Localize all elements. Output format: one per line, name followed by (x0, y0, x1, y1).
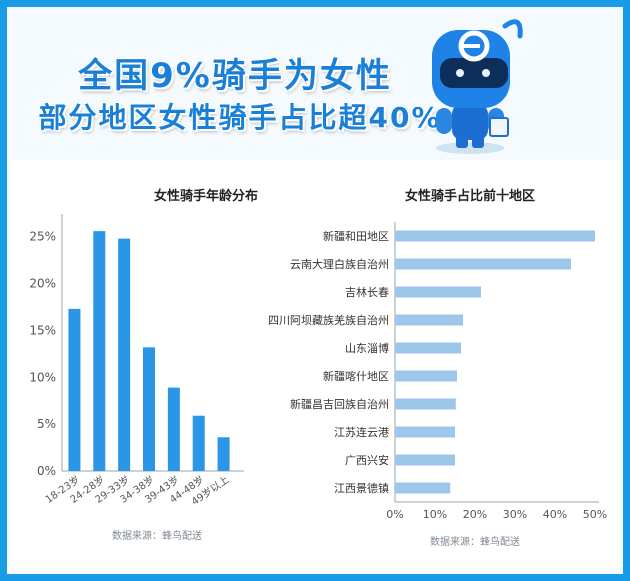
right-y-tick-label: 山东淄博 (345, 342, 389, 355)
right-bar (395, 398, 456, 410)
right-y-tick-label: 吉林长春 (345, 285, 389, 299)
left-y-tick-label: 25% (29, 230, 56, 244)
left-bar (217, 437, 230, 471)
right-x-tick-label: 10% (423, 508, 447, 521)
right-bar (395, 426, 455, 438)
left-chart-source: 数据来源：蜂鸟配送 (112, 531, 202, 542)
right-chart-title: 女性骑手占比前十地区 (405, 188, 535, 204)
left-bar (143, 347, 155, 471)
robot-mascot-icon (432, 19, 523, 154)
right-bar (395, 314, 463, 326)
right-bar (395, 230, 595, 242)
right-x-tick-label: 40% (543, 508, 567, 521)
left-y-tick-label: 15% (29, 323, 56, 337)
right-x-tick-label: 0% (386, 508, 403, 521)
headline-title: 全国9%骑手为女性 (78, 56, 392, 96)
left-bar (192, 415, 205, 471)
right-bar (395, 370, 457, 382)
right-bar (395, 286, 481, 298)
left-y-tick-label: 10% (29, 370, 56, 384)
right-y-tick-label: 新疆和田地区 (323, 229, 389, 243)
right-x-tick-label: 20% (463, 508, 487, 521)
right-bar (395, 258, 571, 270)
left-y-tick-label: 5% (37, 417, 56, 431)
right-y-tick-label: 四川阿坝藏族羌族自治州 (268, 313, 389, 327)
right-y-tick-label: 江苏连云港 (334, 426, 389, 439)
right-chart-source: 数据来源：蜂鸟配送 (430, 537, 520, 548)
right-y-tick-label: 广西兴安 (345, 453, 389, 467)
right-y-tick-label: 新疆昌吉回族自治州 (290, 397, 389, 411)
headline-subtitle: 部分地区女性骑手占比超40% (38, 101, 442, 134)
right-y-tick-label: 云南大理白族自治州 (290, 257, 389, 271)
right-y-tick-label: 江西景德镇 (334, 481, 389, 495)
right-x-tick-label: 50% (583, 508, 607, 521)
right-x-tick-label: 30% (503, 508, 527, 521)
right-bar (395, 454, 455, 466)
left-bar (68, 308, 81, 471)
right-bar (395, 342, 461, 354)
right-bar (395, 482, 451, 494)
left-y-tick-label: 20% (29, 277, 56, 291)
right-y-tick-label: 新疆喀什地区 (323, 369, 389, 383)
left-y-tick-label: 0% (37, 464, 56, 478)
left-chart-title: 女性骑手年龄分布 (154, 188, 258, 204)
left-bar (93, 231, 106, 471)
left-bar (167, 387, 180, 471)
left-bar (118, 238, 131, 471)
